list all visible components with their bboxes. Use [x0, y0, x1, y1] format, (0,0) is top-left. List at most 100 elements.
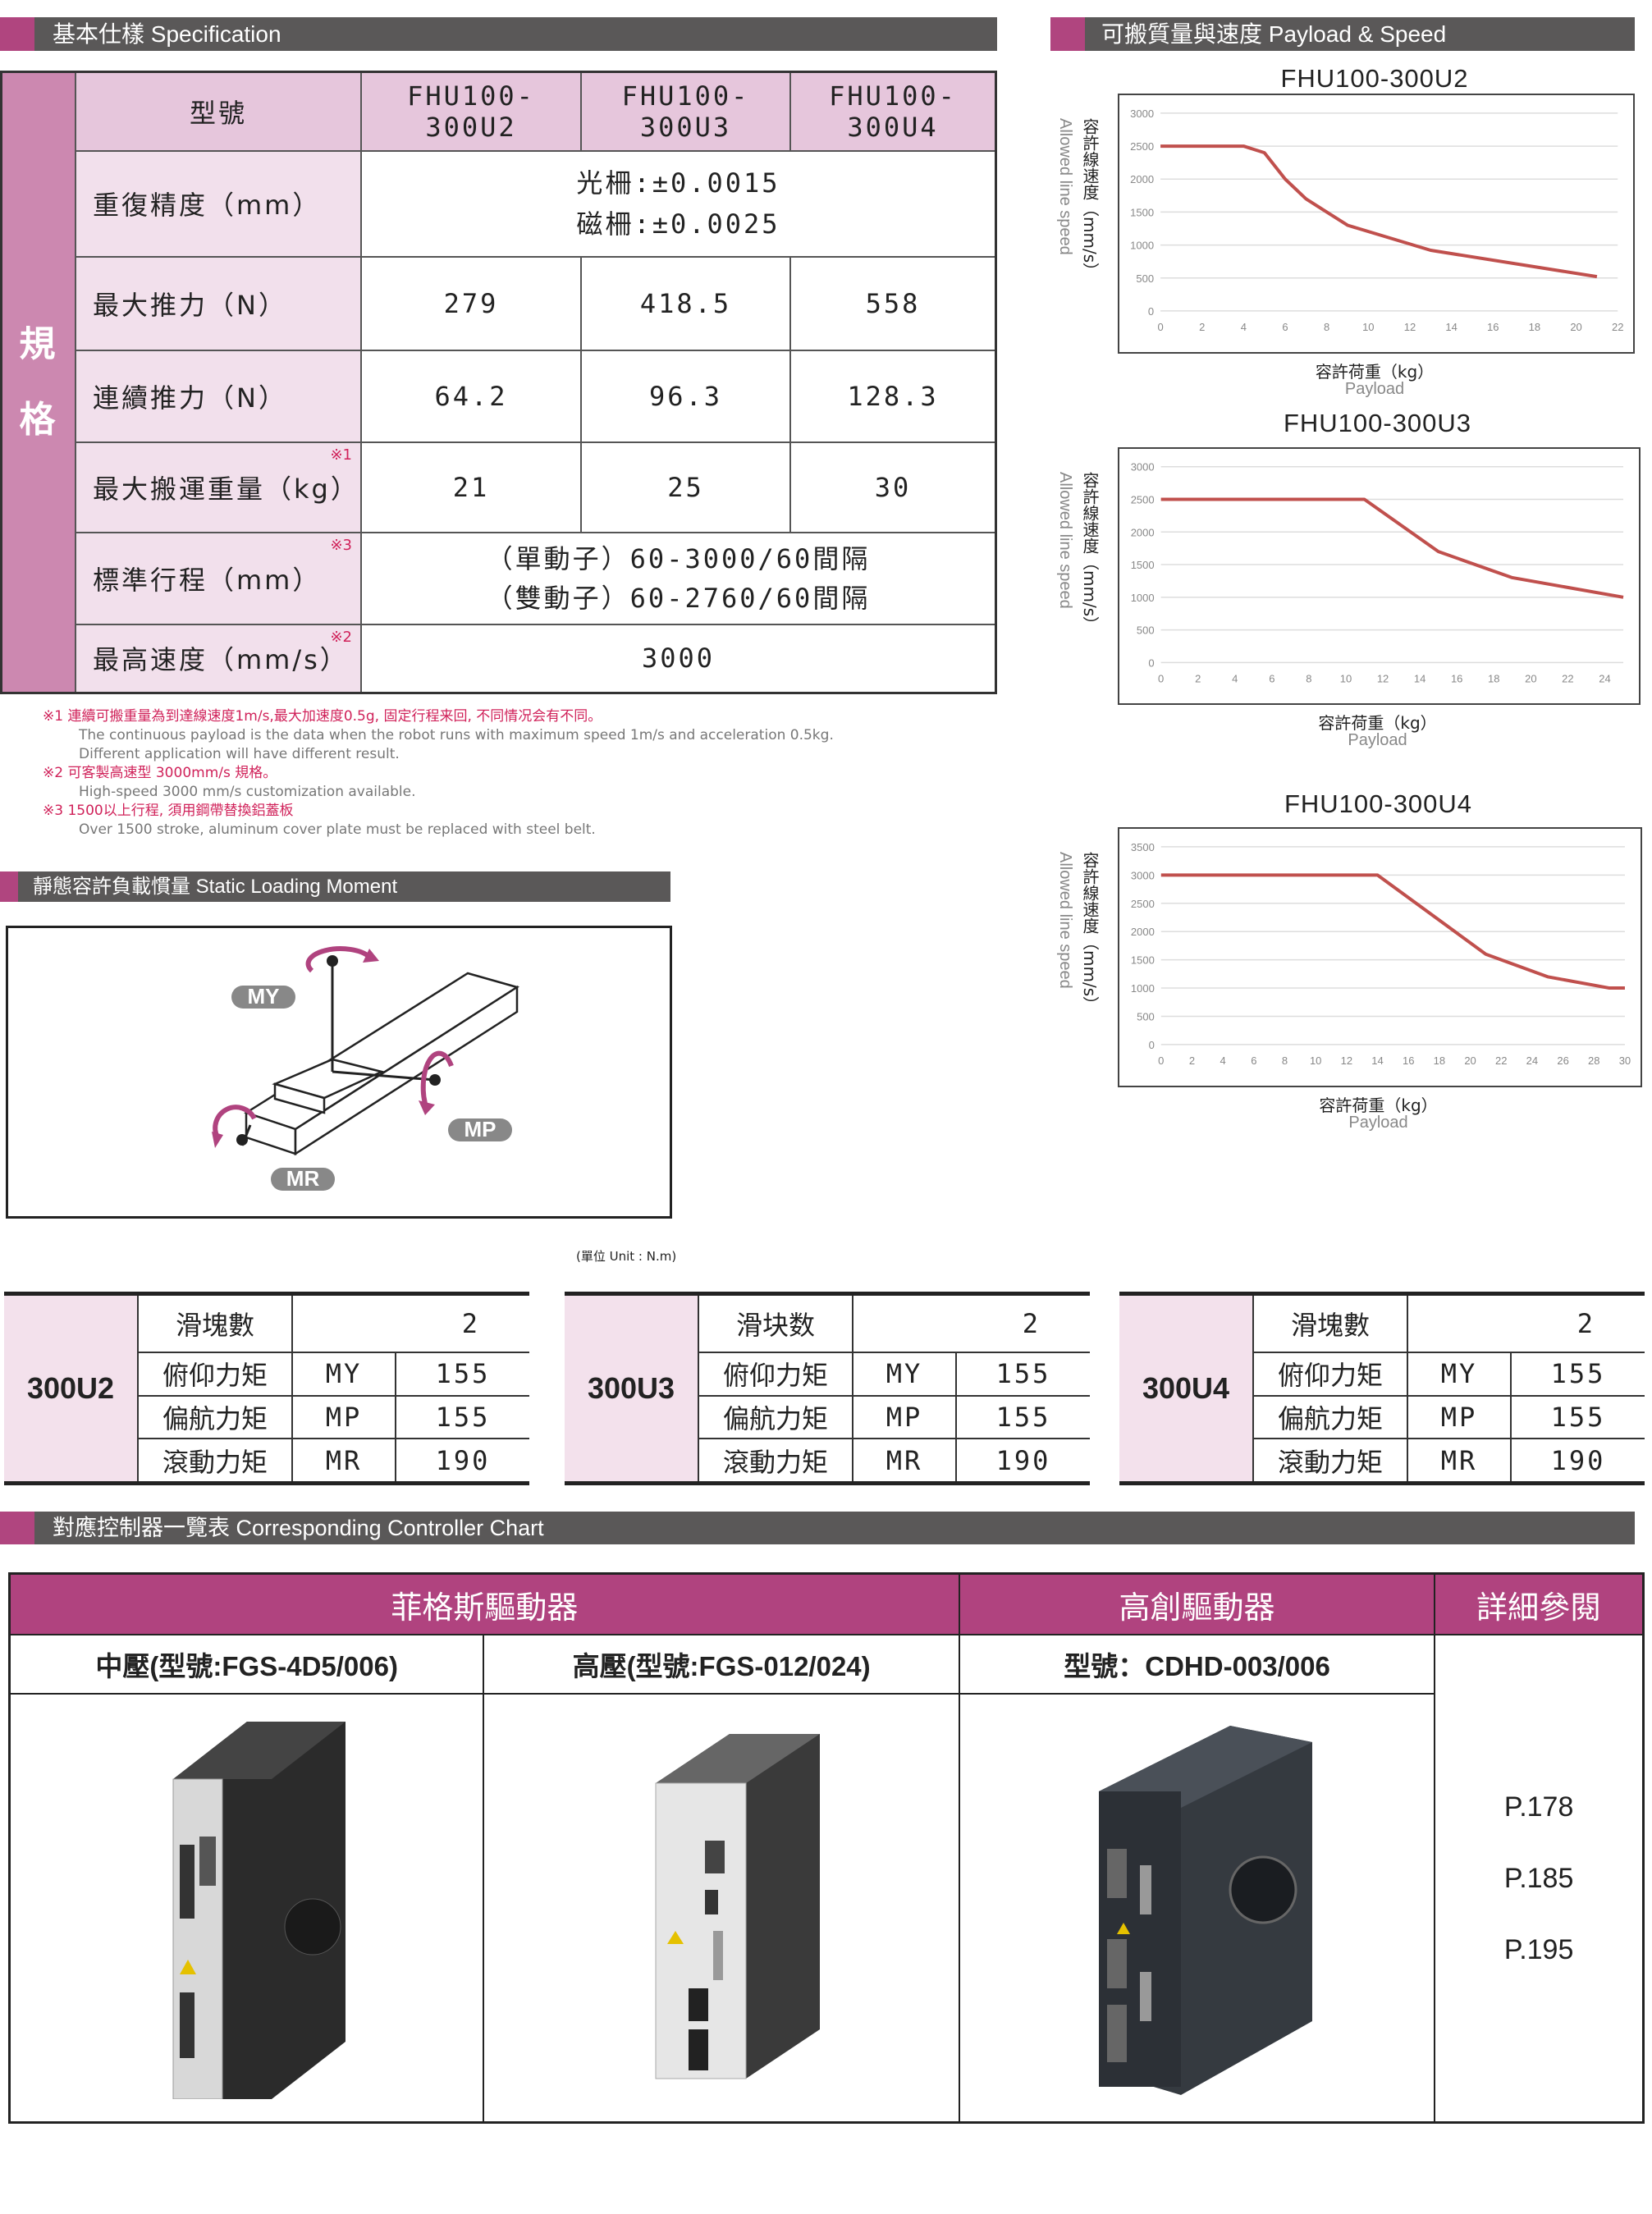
x-tick-label: 0 — [1158, 672, 1164, 684]
moment-code: MP — [291, 1394, 396, 1440]
y-tick-label: 3000 — [1130, 107, 1154, 120]
y-tick-label: 1000 — [1131, 982, 1155, 995]
page-ref-link[interactable]: P.195 — [1503, 1933, 1574, 1965]
drive-photo — [172, 1722, 346, 2100]
group-reference: 詳細參閱 — [1434, 1572, 1645, 1635]
moment-row: 300U4 滑塊數 2 — [1119, 1292, 1645, 1484]
spec-table: 規 格 型號 FHU100-300U2 FHU100-300U3 FHU100-… — [0, 71, 997, 694]
x-tick-label: 8 — [1324, 321, 1329, 333]
my-label: MY — [248, 984, 280, 1009]
linear-module-illustration: MY MP MR — [212, 946, 520, 1191]
group-cdhd: 高創驅動器 — [958, 1572, 1436, 1635]
moment-row: 300U3 滑块数 2 — [565, 1292, 1090, 1484]
value-cell: 279 — [360, 255, 582, 351]
moment-value: 155 — [395, 1394, 529, 1440]
value-cell: 64.2 — [360, 349, 582, 443]
x-tick-label: 24 — [1599, 672, 1610, 684]
y-axis-label-en: Allowed line speed — [1056, 118, 1074, 255]
spec-row-continuous-thrust: 連續推力（N） 64.2 96.3 128.3 — [2, 349, 997, 443]
moment-table-300U4: 300U4 滑塊數 2 俯仰力矩 MY 155 偏航力矩 MP 155 滾動力矩 MR 190 — [1119, 1292, 1645, 1485]
model-cdhd: 型號：CDHD-003/006 — [958, 1634, 1436, 1695]
moment-row: 俯仰力矩 MY 155 — [4, 1352, 529, 1397]
x-tick-label: 10 — [1362, 321, 1374, 333]
model-fgs-mid: 中壓(型號:FGS-4D5/006) — [8, 1634, 485, 1695]
side-char: 規 — [19, 323, 58, 365]
moment-labels: MY MP MR — [231, 984, 512, 1191]
y-tick-label: 0 — [1149, 1039, 1155, 1051]
y-tick-label: 1000 — [1131, 592, 1155, 604]
moment-value: 155 — [1510, 1394, 1645, 1440]
row-label: 標準行程（mm） ※3 — [75, 531, 362, 625]
chart-plot-box: 0 500 1000 1500 2000 2500 3000 0 2 4 6 8 10 12 14 16 18 2… — [1118, 447, 1641, 705]
x-tick-label: 6 — [1251, 1054, 1256, 1067]
moment-row: 俯仰力矩 MY 155 — [565, 1352, 1090, 1397]
x-tick-label: 22 — [1562, 672, 1573, 684]
x-tick-label: 2 — [1199, 321, 1205, 333]
x-tick-label: 8 — [1282, 1054, 1288, 1067]
moment-value: 155 — [955, 1352, 1090, 1397]
section-accent — [0, 1512, 34, 1544]
moment-label: 滑塊數 — [1252, 1292, 1408, 1353]
y-tick-label: 3500 — [1131, 841, 1155, 853]
static-moment-title: 靜態容許負載慣量 Static Loading Moment — [33, 876, 398, 898]
value-cell: 30 — [789, 441, 997, 533]
fgs-high-image — [483, 1693, 960, 2124]
spec-row-max-payload: 最大搬運重量（kg） ※1 21 25 30 — [2, 441, 997, 533]
moment-row: 俯仰力矩 MY 155 — [1119, 1352, 1645, 1397]
moment-code: MY — [291, 1352, 396, 1397]
x-tick-label: 4 — [1220, 1054, 1226, 1067]
page-ref-link[interactable]: P.185 — [1503, 1862, 1574, 1894]
y-axis-label: 容許線速度（mm/s） — [1080, 472, 1100, 634]
row-merged-value: 光柵:±0.0015 磁柵:±0.0025 — [360, 149, 997, 258]
moment-value: 190 — [395, 1438, 529, 1484]
moment-label: 俯仰力矩 — [1252, 1352, 1408, 1397]
x-tick-label: 18 — [1529, 321, 1540, 333]
static-moment-header: 靜態容許負載慣量 Static Loading Moment — [0, 871, 670, 902]
moment-label: 滾動力矩 — [1252, 1438, 1408, 1484]
x-axis-label: 容許荷重（kg） — [1315, 362, 1435, 382]
value-line: （單動子）60-3000/60間隔 — [486, 542, 871, 574]
x-axis-label-en: Payload — [1344, 380, 1405, 398]
x-tick-label: 12 — [1377, 672, 1389, 684]
model-u3: FHU100-300U3 — [580, 71, 791, 152]
x-tick-label: 12 — [1341, 1054, 1352, 1067]
series-line — [1160, 873, 1625, 990]
x-tick-label: 2 — [1189, 1054, 1195, 1067]
value-line: 磁柵:±0.0025 — [576, 208, 780, 240]
x-tick-label: 10 — [1310, 1054, 1321, 1067]
x-axis-label: 容許荷重（kg） — [1319, 1096, 1438, 1115]
x-tick-label: 16 — [1403, 1054, 1414, 1067]
moment-code: MR — [1407, 1438, 1512, 1484]
moment-row: 300U2 滑塊數 2 — [4, 1292, 529, 1484]
spec-section-header: 基本仕樣 Specification — [0, 17, 997, 51]
value-cell: 21 — [360, 441, 582, 533]
value-cell: 128.3 — [789, 349, 997, 443]
controller-section-header: 對應控制器一覽表 Corresponding Controller Chart — [0, 1512, 1635, 1544]
y-tick-label: 0 — [1148, 656, 1154, 669]
spec-row-repeatability: 重復精度（mm） 光柵:±0.0015 磁柵:±0.0025 — [2, 149, 997, 258]
moment-label: 俯仰力矩 — [698, 1352, 853, 1397]
series-line — [1160, 144, 1598, 279]
mp-label: MP — [464, 1117, 497, 1141]
footnote-mark: ※3 — [330, 536, 352, 554]
x-tick-label: 16 — [1451, 672, 1462, 684]
model-fgs-high: 高壓(型號:FGS-012/024) — [483, 1634, 960, 1695]
chart-title: FHU100-300U4 — [1284, 789, 1473, 818]
row-merged-value: （單動子）60-3000/60間隔 （雙動子）60-2760/60間隔 — [360, 531, 997, 625]
moment-code: MR — [852, 1438, 957, 1484]
y-tick-label: 2000 — [1131, 926, 1155, 938]
row-label: 最高速度（mm/s） ※2 — [75, 623, 362, 694]
y-tick-label: 0 — [1148, 305, 1154, 318]
x-tick-label: 30 — [1619, 1054, 1631, 1067]
value-cell: 96.3 — [580, 349, 791, 443]
page-ref-link[interactable]: P.178 — [1503, 1791, 1574, 1823]
moment-code: MY — [852, 1352, 957, 1397]
spec-row-max-speed: 最高速度（mm/s） ※2 3000 — [2, 623, 997, 694]
value-line: （雙動子）60-2760/60間隔 — [486, 582, 871, 614]
slider-front — [273, 1082, 326, 1114]
moment-code: MR — [291, 1438, 396, 1484]
mr-rotation-arrow — [213, 1105, 257, 1139]
